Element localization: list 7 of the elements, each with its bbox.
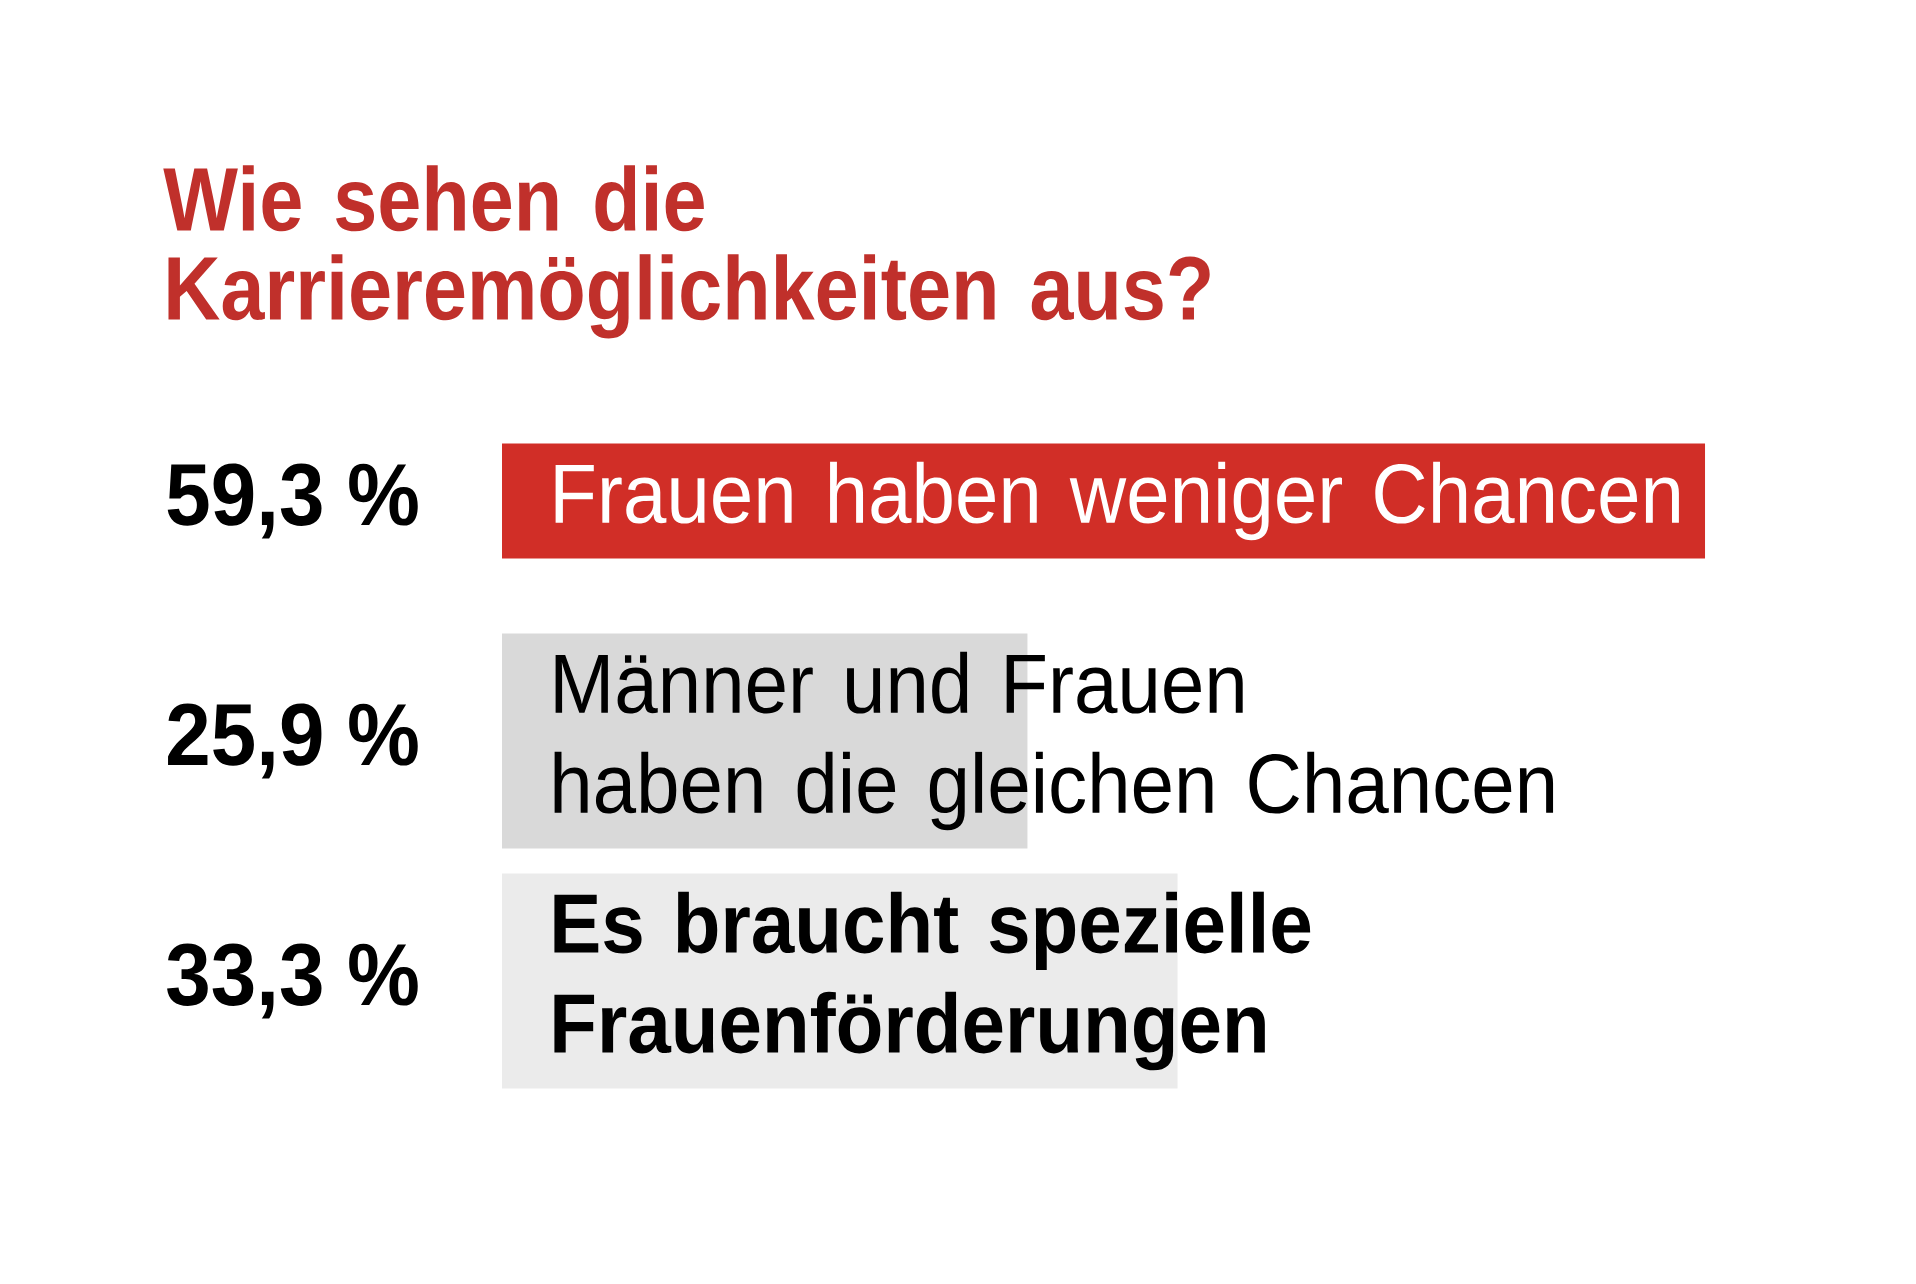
data-label: 25,9 % (168, 703, 418, 779)
data-label: 33,3 % (167, 943, 418, 1019)
y-tick-label: Es braucht spezielle Frauenförderungen (554, 891, 1311, 1071)
y-tick-label: Frauen haben weniger Chancen (555, 461, 1679, 541)
data-label: 59,3 % (167, 463, 418, 539)
chart-title: Wie sehen die Karrieremöglichkeiten aus? (163, 165, 1210, 339)
y-tick-label: Männer und Frauen haben die gleichen Chancen (554, 651, 1554, 831)
